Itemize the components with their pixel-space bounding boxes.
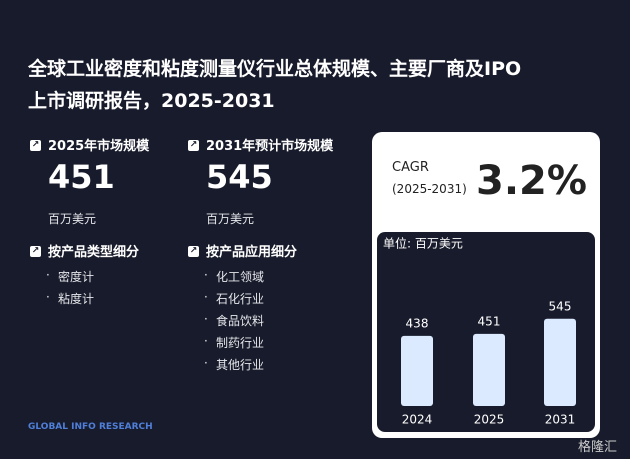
bar [401, 335, 433, 406]
chart: 单位: 百万美元 438 2024 451 2025 545 2031 [383, 236, 576, 427]
segment-item: 密度计 [58, 270, 95, 284]
segment-item: 粘度计 [58, 292, 95, 306]
title-line: 上市调研报告，2025-2031 [28, 90, 275, 112]
icon: ↗ [188, 140, 199, 151]
bullet: · [204, 334, 208, 348]
value-label: 438 [406, 316, 429, 330]
bullet: · [46, 290, 50, 304]
segment-item: 化工领域 [216, 270, 265, 284]
stat-value: 451 [48, 158, 115, 196]
bullet: · [204, 268, 208, 282]
bullet: · [204, 312, 208, 326]
x-tick-label: 2031 [545, 413, 576, 427]
value-label: 545 [549, 299, 572, 313]
segment-title: 按产品应用细分 [206, 245, 298, 260]
cagr-period: (2025-2031) [392, 182, 467, 196]
watermark: 格隆汇 [578, 440, 618, 455]
stat-label: 2031年预计市场规模 [206, 139, 334, 154]
x-tick-label: 2024 [402, 413, 433, 427]
segment-item: 食品饮料 [216, 314, 265, 328]
bar [544, 318, 576, 406]
icon: ↗ [30, 140, 41, 151]
icon: ↗ [188, 246, 199, 257]
bullet: · [204, 290, 208, 304]
stat-unit: 百万美元 [206, 212, 255, 226]
value-label: 451 [478, 314, 501, 328]
chart-title: 单位: 百万美元 [383, 236, 463, 251]
cagr-label: CAGR [392, 160, 429, 175]
icon: ↗ [30, 246, 41, 257]
x-tick-label: 2025 [474, 413, 505, 427]
segment-title: 按产品类型细分 [48, 245, 140, 260]
stat-unit: 百万美元 [48, 212, 97, 226]
bullet: · [46, 268, 50, 282]
stat-label: 2025年市场规模 [48, 139, 150, 154]
bar [473, 333, 505, 406]
cagr-value: 3.2% [476, 158, 587, 204]
segment-item: 其他行业 [216, 358, 265, 372]
segment-item: 制药行业 [216, 336, 265, 350]
logo: GLOBAL INFO RESEARCH [28, 422, 153, 432]
bullet: · [204, 356, 208, 370]
title-line: 全球工业密度和粘度测量仪行业总体规模、主要厂商及IPO [28, 58, 522, 80]
segment-item: 石化行业 [216, 292, 265, 306]
stat-value: 545 [206, 158, 273, 196]
chart-card: 单位: 百万美元 438 2024 451 2025 545 2031 [377, 232, 595, 432]
